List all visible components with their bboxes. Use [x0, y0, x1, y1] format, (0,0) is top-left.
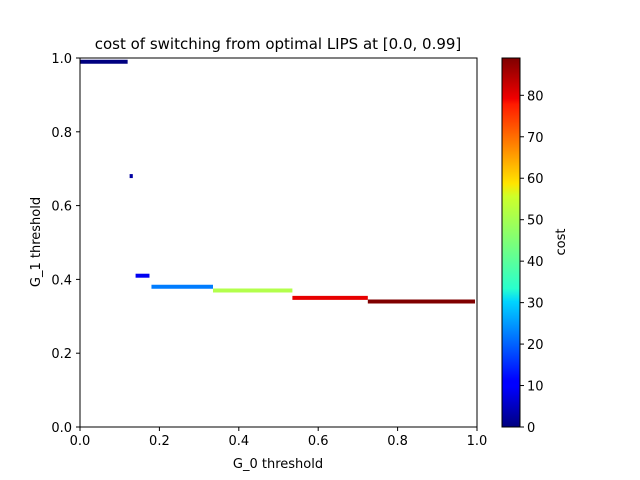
y-tick-label-4: 0.8	[51, 126, 72, 141]
plot-area: 0.0 0.2 0.4 0.6 0.8 1.0 0.0 0.2 0.4 0.6 0.8 1.0	[51, 52, 487, 449]
y-tick-label-5: 1.0	[51, 52, 72, 67]
plot-frame	[79, 57, 478, 428]
colorbar: 0 10 20 30 40 50 60 70 80 cost	[501, 57, 569, 436]
colorbar-tick-label-6: 60	[527, 172, 544, 187]
chart-title: cost of switching from optimal LIPS at […	[95, 35, 462, 53]
colorbar-tick-label-1: 10	[527, 380, 544, 395]
x-tick-label-5: 1.0	[467, 434, 488, 449]
y-tick-label-3: 0.6	[51, 200, 72, 215]
y-tick-label-2: 0.4	[51, 273, 72, 288]
x-tick-label-4: 0.8	[387, 434, 408, 449]
colorbar-label: cost	[554, 229, 569, 256]
x-tick-label-1: 0.2	[149, 434, 170, 449]
colorbar-tick-label-2: 20	[527, 338, 544, 353]
x-axis: 0.0 0.2 0.4 0.6 0.8 1.0	[70, 427, 488, 449]
colorbar-tick-label-8: 80	[527, 89, 544, 104]
colorbar-tick-label-0: 0	[527, 421, 535, 436]
colorbar-gradient	[501, 57, 521, 428]
x-tick-label-0: 0.0	[70, 434, 91, 449]
colorbar-tick-label-5: 50	[527, 214, 544, 229]
y-axis-title: G_1 threshold	[29, 197, 44, 287]
x-tick-label-3: 0.6	[308, 434, 329, 449]
y-axis: 0.0 0.2 0.4 0.6 0.8 1.0	[51, 52, 80, 436]
x-axis-title: G_0 threshold	[233, 457, 323, 472]
colorbar-tick-label-3: 30	[527, 297, 544, 312]
colorbar-ticks: 0 10 20 30 40 50 60 70 80	[520, 89, 544, 436]
colorbar-tick-label-7: 70	[527, 131, 544, 146]
y-tick-label-1: 0.2	[51, 347, 72, 362]
y-tick-label-0: 0.0	[51, 421, 72, 436]
data-segments	[80, 59, 476, 304]
x-tick-label-2: 0.4	[228, 434, 249, 449]
colorbar-tick-label-4: 40	[527, 255, 544, 270]
